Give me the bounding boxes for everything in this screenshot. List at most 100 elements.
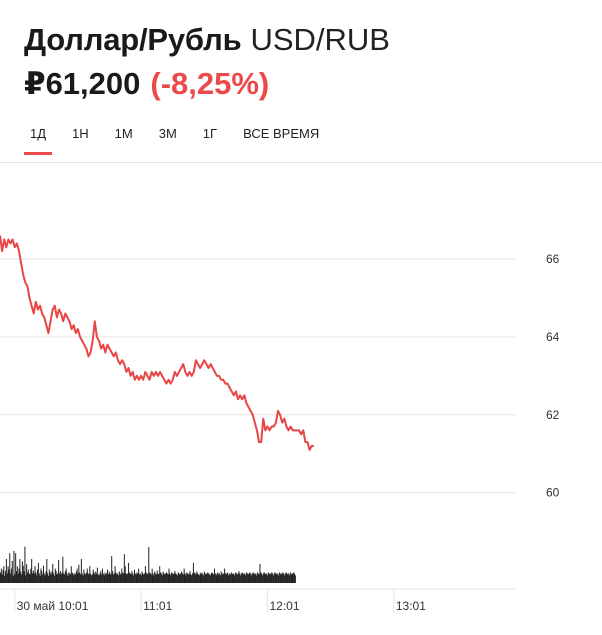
volume-bar xyxy=(99,573,101,583)
tab-1y[interactable]: 1Г xyxy=(202,126,218,141)
volume-bar xyxy=(18,568,20,583)
volume-bar xyxy=(270,573,272,583)
volume-bar xyxy=(30,568,32,583)
volume-bar xyxy=(85,572,87,583)
volume-bar xyxy=(267,575,269,583)
price-chart: 66 64 62 60 30 май 10:01 11:01 12:01 13:01 xyxy=(0,235,560,613)
volume-bar xyxy=(118,571,120,583)
volume-bar xyxy=(5,559,7,583)
volume-bar xyxy=(21,561,23,583)
volume-bar xyxy=(16,571,18,583)
volume-bar xyxy=(218,574,220,583)
volume-bar xyxy=(168,568,170,583)
volume-bar xyxy=(50,574,52,583)
volume-bar xyxy=(114,566,116,583)
volume-bar xyxy=(281,573,283,583)
volume-bar xyxy=(148,547,150,583)
volume-bar xyxy=(41,571,43,583)
volume-bar xyxy=(90,573,92,583)
volume-bar xyxy=(35,572,37,583)
volume-bar xyxy=(265,574,267,583)
volume-bar xyxy=(133,569,135,583)
volume-bar xyxy=(46,559,48,583)
volume-bar xyxy=(205,574,207,583)
volume-bar xyxy=(125,573,127,583)
volume-bar xyxy=(1,574,3,583)
volume-bar xyxy=(37,569,39,583)
volume-bar xyxy=(232,574,234,583)
volume-bar xyxy=(225,574,227,583)
volume-bar xyxy=(96,567,98,583)
tab-1w[interactable]: 1Н xyxy=(72,126,89,141)
volume-bar xyxy=(236,574,238,583)
volume-bar xyxy=(288,575,290,583)
volume-bar xyxy=(190,574,192,583)
volume-bar xyxy=(149,573,151,583)
price-line-layer xyxy=(0,235,314,451)
tab-all-time[interactable]: ВСЕ ВРЕМЯ xyxy=(243,126,320,141)
volume-bar xyxy=(42,565,44,583)
volume-bar xyxy=(229,574,231,583)
volume-bar xyxy=(61,572,63,583)
volume-bar xyxy=(285,572,287,583)
volume-bar xyxy=(234,575,236,583)
volume-bar xyxy=(164,574,166,583)
volume-bar xyxy=(217,572,219,583)
volume-bar xyxy=(240,575,242,583)
volume-bar xyxy=(77,573,79,583)
volume-bar xyxy=(59,571,61,583)
volume-bar xyxy=(149,572,151,583)
price-change: (-8,25%) xyxy=(150,66,270,101)
volume-bar xyxy=(287,574,289,583)
volume-bar xyxy=(223,573,225,583)
volume-bar xyxy=(63,573,65,583)
volume-bar xyxy=(10,568,12,583)
volume-bar xyxy=(294,573,296,583)
volume-bar xyxy=(249,572,251,583)
volume-bar xyxy=(36,575,38,583)
x-tick-label: 13:01 xyxy=(396,599,426,613)
volume-bar xyxy=(216,573,218,583)
volume-bar xyxy=(276,574,278,583)
volume-bar xyxy=(177,572,179,583)
volume-bar xyxy=(133,575,135,583)
volume-bar xyxy=(74,574,76,583)
volume-bar xyxy=(38,573,40,583)
volume-bar xyxy=(257,573,259,583)
volume-bar xyxy=(266,573,268,583)
volume-bar xyxy=(53,575,55,583)
volume-bar xyxy=(214,573,216,583)
volume-bar xyxy=(246,573,248,583)
volume-bar xyxy=(211,572,213,583)
volume-bar xyxy=(106,569,108,583)
price-line xyxy=(0,235,314,451)
volume-bar xyxy=(163,573,165,583)
volume-bar xyxy=(207,572,209,583)
tab-3m[interactable]: 3М xyxy=(158,126,177,141)
tab-1m[interactable]: 1М xyxy=(114,126,133,141)
volume-bar xyxy=(3,566,5,583)
volume-bar xyxy=(21,574,23,583)
volume-bar xyxy=(126,574,128,583)
volume-bar xyxy=(52,563,54,583)
tab-1d[interactable]: 1Д xyxy=(23,124,53,155)
volume-bar xyxy=(155,573,157,583)
volume-bar xyxy=(188,573,190,583)
volume-bar xyxy=(42,574,44,583)
volume-bar xyxy=(222,574,224,583)
volume-bar xyxy=(104,572,106,583)
volume-bar xyxy=(87,573,89,583)
volume-bar xyxy=(204,573,206,583)
volume-bar xyxy=(208,573,210,583)
volume-bar xyxy=(187,573,189,583)
y-tick-label: 62 xyxy=(546,408,560,422)
volume-bar xyxy=(117,575,119,583)
volume-bar xyxy=(70,566,72,583)
volume-bar xyxy=(235,572,237,583)
volume-bar xyxy=(75,571,77,583)
volume-bar xyxy=(49,572,51,583)
volume-bar xyxy=(107,574,109,583)
volume-bar xyxy=(248,573,250,583)
volume-bar xyxy=(173,573,175,583)
volume-bar xyxy=(269,574,271,583)
